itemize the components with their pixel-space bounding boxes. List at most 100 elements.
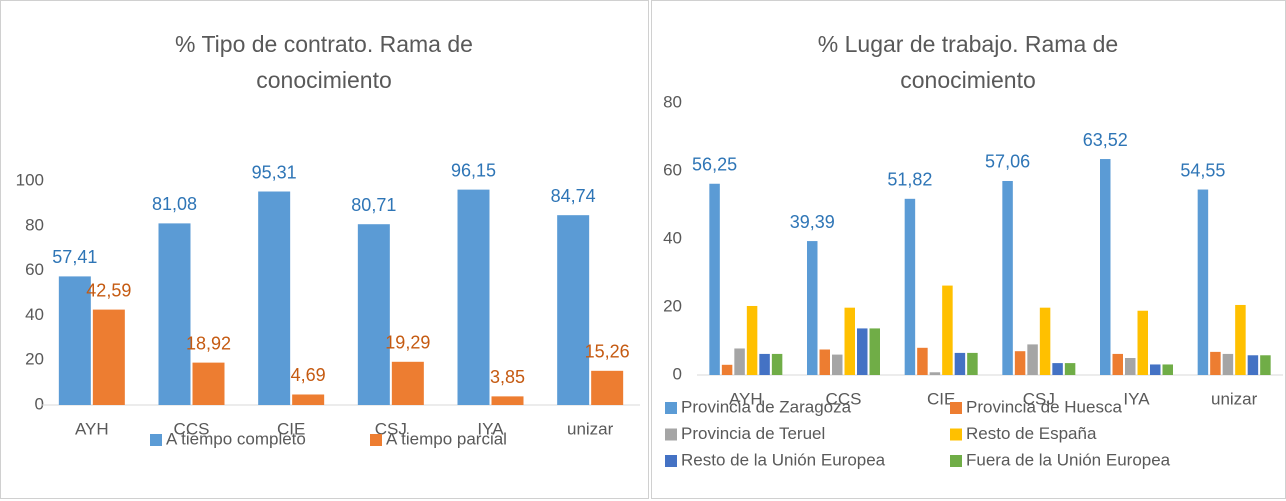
bar xyxy=(1125,358,1136,375)
bar xyxy=(1002,180,1013,375)
bar xyxy=(721,364,733,375)
legend-label: Provincia de Zaragoza xyxy=(681,397,852,416)
bar xyxy=(557,215,590,405)
bar xyxy=(1112,353,1123,375)
bar xyxy=(709,183,720,375)
bar xyxy=(158,223,191,405)
x-tick-label: CCS xyxy=(174,419,210,438)
bar xyxy=(1137,310,1148,375)
bar xyxy=(391,361,424,405)
bar xyxy=(832,354,843,375)
bar xyxy=(819,349,830,375)
value-label: 57,41 xyxy=(52,247,97,267)
value-label: 54,55 xyxy=(1180,160,1225,180)
bar xyxy=(1064,363,1076,375)
bar xyxy=(258,191,291,405)
bar xyxy=(92,309,125,405)
value-label: 4,69 xyxy=(291,365,326,385)
value-label: 15,26 xyxy=(585,342,630,362)
value-label: 19,29 xyxy=(385,333,430,353)
bar xyxy=(1235,304,1246,375)
value-label: 42,59 xyxy=(86,280,131,300)
bar xyxy=(357,224,390,405)
bar xyxy=(491,396,524,405)
value-label: 81,08 xyxy=(152,194,197,214)
bar xyxy=(1247,355,1259,375)
x-tick-label: CCS xyxy=(826,389,862,408)
bar xyxy=(967,352,978,375)
x-tick-label: IYA xyxy=(1123,389,1150,408)
bar xyxy=(734,348,745,375)
bar xyxy=(942,285,953,375)
x-tick-label: CIE xyxy=(277,419,305,438)
bar xyxy=(1100,159,1111,375)
bar xyxy=(844,307,855,375)
legend-label: Provincia de Huesca xyxy=(966,397,1122,416)
x-tick-label: AYH xyxy=(729,389,763,408)
x-tick-label: unizar xyxy=(1211,389,1258,408)
x-tick-label: CIE xyxy=(927,389,955,408)
legend-swatch xyxy=(950,455,962,467)
bar xyxy=(917,347,928,375)
bar xyxy=(1260,355,1271,375)
bar xyxy=(1039,307,1051,375)
x-tick-label: CSJ xyxy=(375,419,407,438)
legend-label: Provincia de Teruel xyxy=(681,424,825,443)
bar xyxy=(1052,363,1063,375)
legend-label: Resto de España xyxy=(966,424,1097,443)
bar xyxy=(1197,189,1209,375)
legend-label: A tiempo parcial xyxy=(386,429,507,448)
bar xyxy=(58,276,91,405)
legend-swatch xyxy=(665,455,677,467)
bar xyxy=(904,198,916,375)
x-tick-label: AYH xyxy=(75,419,109,438)
bar xyxy=(759,353,770,375)
bar xyxy=(1210,351,1221,375)
x-tick-label: unizar xyxy=(567,419,614,438)
legend-swatch xyxy=(950,428,962,441)
bar xyxy=(746,305,758,375)
value-label: 96,15 xyxy=(451,160,496,180)
bar xyxy=(857,328,868,375)
bar xyxy=(807,241,818,375)
legend-swatch xyxy=(950,402,962,414)
y-tick-label: 20 xyxy=(25,350,44,369)
x-tick-label: CSJ xyxy=(1023,389,1055,408)
y-tick-label: 0 xyxy=(673,364,682,383)
y-tick-label: 80 xyxy=(25,215,44,234)
y-tick-label: 0 xyxy=(35,394,44,413)
legend-label: Fuera de la Unión Europea xyxy=(966,450,1171,469)
y-tick-label: 20 xyxy=(663,296,682,315)
value-label: 51,82 xyxy=(887,170,932,190)
value-label: 95,31 xyxy=(252,162,297,182)
y-tick-label: 60 xyxy=(25,260,44,279)
bar xyxy=(929,372,941,375)
y-tick-label: 80 xyxy=(663,92,682,111)
legend-swatch xyxy=(150,434,162,446)
y-tick-label: 40 xyxy=(663,228,682,247)
bar xyxy=(1150,364,1161,375)
bar xyxy=(457,189,490,405)
value-label: 56,25 xyxy=(692,155,737,175)
bar xyxy=(771,353,783,375)
y-tick-label: 40 xyxy=(25,305,44,324)
y-tick-label: 100 xyxy=(16,170,44,189)
value-label: 63,52 xyxy=(1083,130,1128,150)
chart-panel xyxy=(0,0,649,499)
legend-swatch xyxy=(370,434,382,446)
value-label: 84,74 xyxy=(551,186,596,206)
chart-title: % Lugar de trabajo. Rama de conocimiento xyxy=(817,31,1119,93)
bar xyxy=(1014,351,1026,375)
chart-title: % Tipo de contrato. Rama de conocimiento xyxy=(175,31,473,93)
y-tick-label: 60 xyxy=(663,160,682,179)
legend-swatch xyxy=(665,402,677,414)
bar xyxy=(192,362,225,405)
bar xyxy=(1162,364,1173,375)
bar xyxy=(869,328,880,375)
value-label: 57,06 xyxy=(985,152,1030,172)
bar xyxy=(954,352,966,375)
value-label: 3,85 xyxy=(490,367,525,387)
bar xyxy=(1222,353,1234,375)
